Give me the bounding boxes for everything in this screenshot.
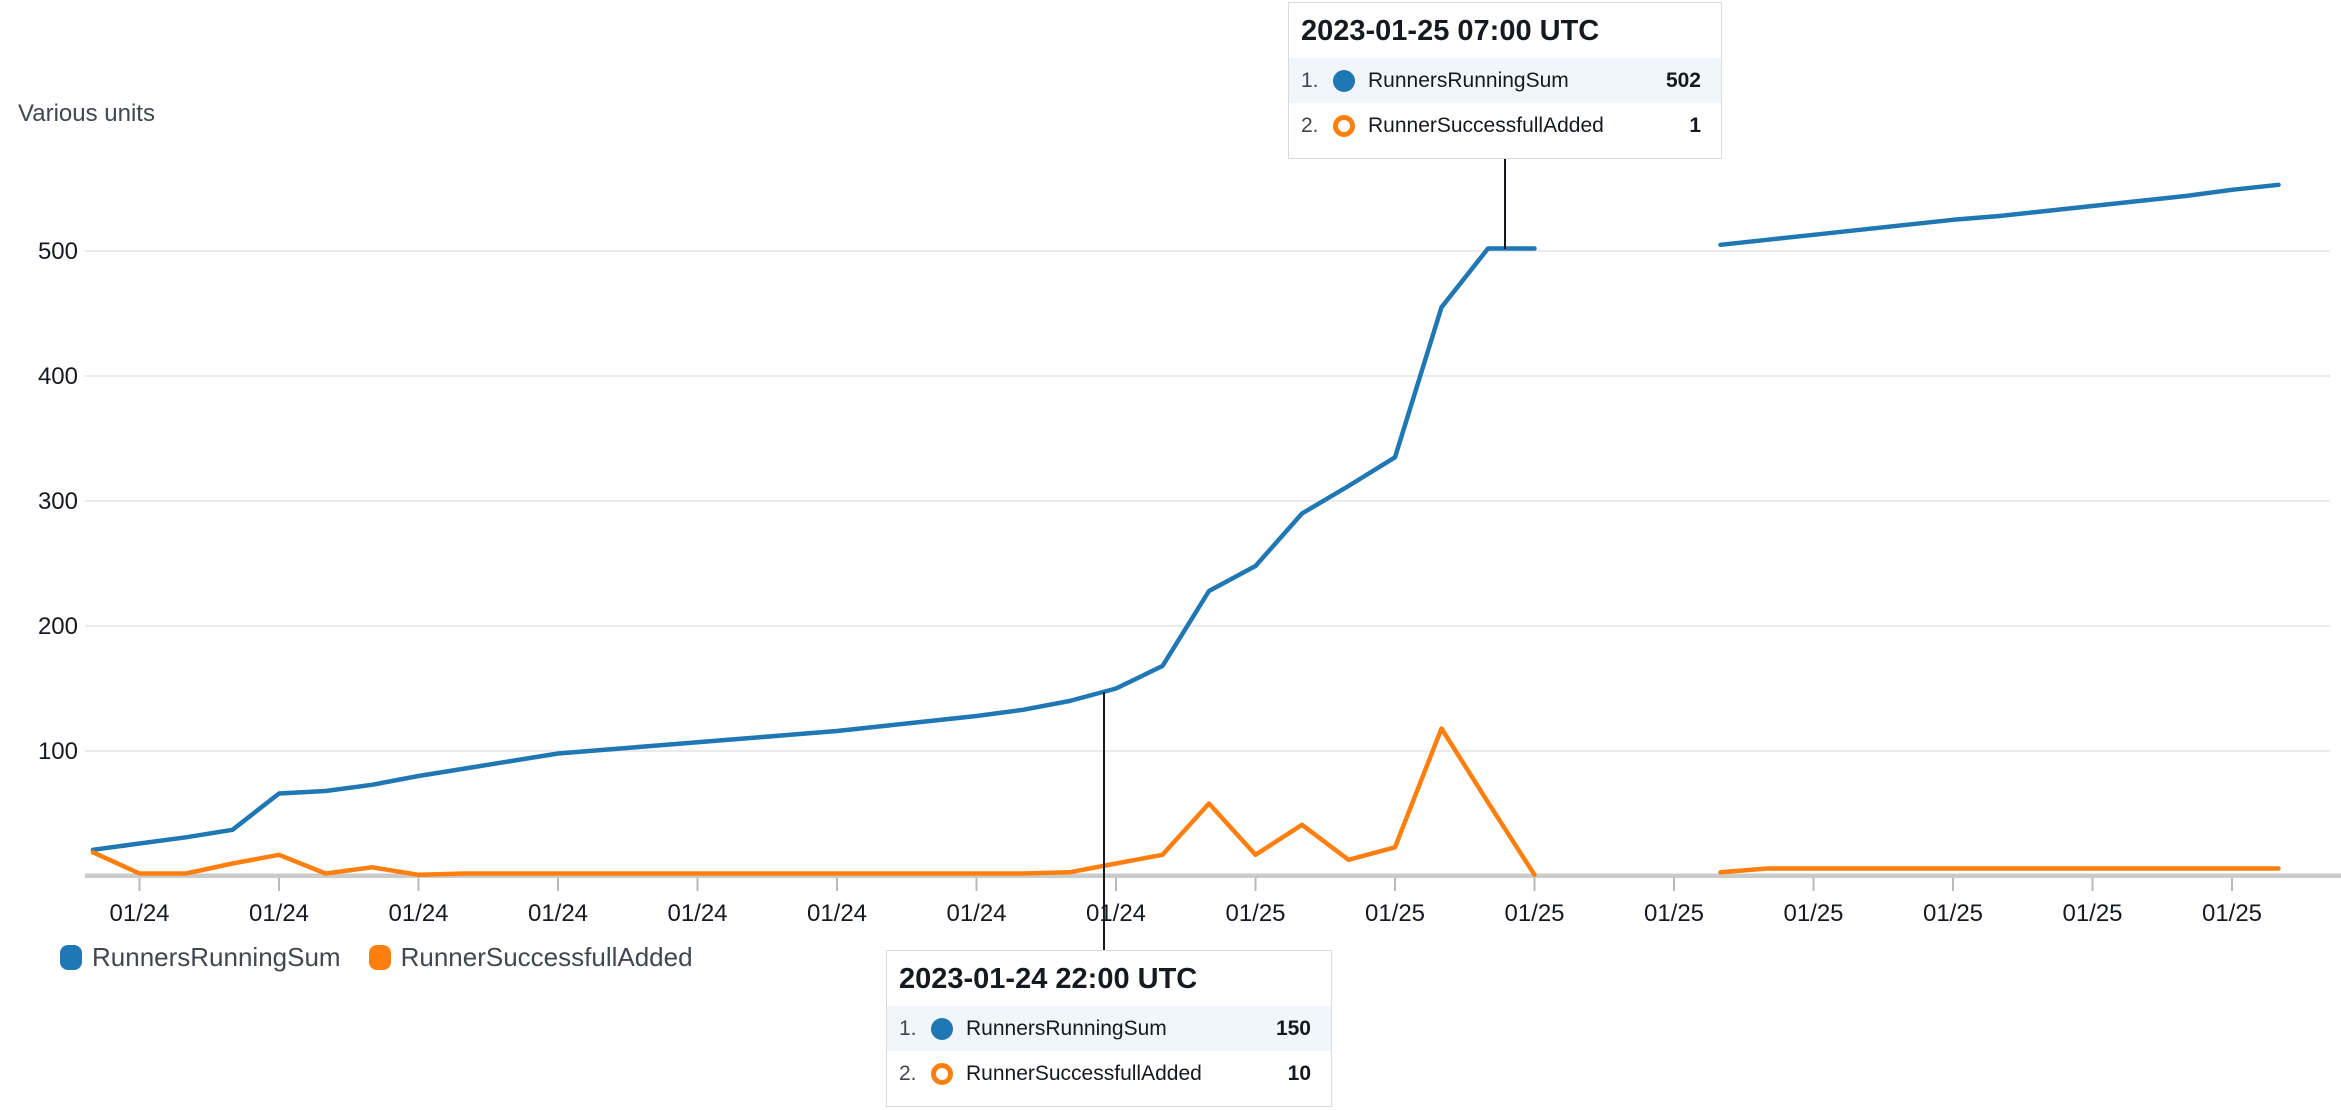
x-tick-label: 01/25	[1225, 900, 1285, 927]
legend-label: RunnerSuccessfullAdded	[400, 942, 693, 972]
x-tick-label: 01/24	[667, 900, 727, 927]
series-marker-filled-icon	[1333, 69, 1355, 92]
series-marker-ring-icon	[1333, 114, 1355, 137]
tooltip-series-value: 502	[1665, 68, 1701, 92]
runnersuccessfulladded-line[interactable]	[90, 726, 1537, 878]
y-tick-label: 200	[38, 613, 78, 640]
legend-swatch-icon	[368, 945, 391, 970]
y-tick-label: 500	[38, 238, 78, 265]
tooltip-row: 1. RunnersRunningSum 502	[1289, 58, 1721, 103]
tooltip-row-rank: 1.	[1301, 68, 1319, 92]
x-tick-label: 01/25	[2202, 900, 2262, 927]
x-tick-label: 01/24	[1086, 900, 1146, 927]
tooltip-series-value: 10	[1287, 1061, 1311, 1085]
runnersrunningsum-line[interactable]	[1718, 182, 2281, 248]
x-tick-label: 01/24	[249, 900, 309, 927]
tooltip: 2023-01-25 07:00 UTC 1. RunnersRunningSum 5…	[1288, 2, 1722, 159]
y-axis-title: Various units	[18, 100, 155, 127]
x-axis-line	[85, 873, 2341, 878]
tooltip-series-name: RunnersRunningSum	[1368, 68, 1569, 92]
tooltip-row: 2. RunnerSuccessfullAdded 10	[887, 1051, 1331, 1096]
tooltip-series-name: RunnersRunningSum	[966, 1016, 1167, 1040]
x-tick-label: 01/25	[2062, 900, 2122, 927]
tooltip-row: 1. RunnersRunningSum 150	[887, 1006, 1331, 1051]
x-tick-label: 01/24	[807, 900, 867, 927]
x-tick-label: 01/24	[528, 900, 588, 927]
x-tick-label: 01/25	[1504, 900, 1564, 927]
tooltip-row: 2. RunnerSuccessfullAdded 1	[1289, 103, 1721, 148]
x-tick-label: 01/24	[946, 900, 1006, 927]
tooltip-row-rank: 2.	[1301, 113, 1319, 137]
tooltip-series-name: RunnerSuccessfullAdded	[966, 1061, 1202, 1085]
tooltip: 2023-01-24 22:00 UTC 1. RunnersRunningSum 1…	[886, 950, 1332, 1107]
runnersrunningsum-line[interactable]	[90, 246, 1537, 853]
chart-legend: RunnersRunningSum RunnerSuccessfullAdded	[60, 942, 693, 973]
tooltip-row-rank: 1.	[899, 1016, 917, 1040]
x-tick-label: 01/24	[388, 900, 448, 927]
x-tick-label: 01/25	[1783, 900, 1843, 927]
runnersuccessfulladded-line[interactable]	[1718, 866, 2281, 875]
x-tick-label: 01/24	[109, 900, 169, 927]
y-tick-label: 100	[38, 738, 78, 765]
legend-label: RunnersRunningSum	[92, 942, 341, 972]
legend-item-runnersrunningsum[interactable]: RunnersRunningSum	[60, 942, 341, 973]
tooltip-series-value: 150	[1275, 1016, 1311, 1040]
series-marker-ring-icon	[931, 1062, 953, 1085]
y-tick-label: 400	[38, 363, 78, 390]
legend-item-runnersuccessfulladded[interactable]: RunnerSuccessfullAdded	[368, 942, 693, 973]
series-marker-filled-icon	[931, 1017, 953, 1040]
tooltip-timestamp: 2023-01-24 22:00 UTC	[899, 963, 1198, 995]
tooltip-row-rank: 2.	[899, 1061, 917, 1085]
tooltip-series-value: 1	[1689, 113, 1701, 137]
x-tick-label: 01/25	[1365, 900, 1425, 927]
y-tick-label: 300	[38, 488, 78, 515]
tooltip-series-name: RunnerSuccessfullAdded	[1368, 113, 1604, 137]
legend-swatch-icon	[60, 945, 82, 970]
x-tick-label: 01/25	[1644, 900, 1704, 927]
x-tick-label: 01/25	[1923, 900, 1983, 927]
tooltip-timestamp: 2023-01-25 07:00 UTC	[1301, 15, 1600, 47]
